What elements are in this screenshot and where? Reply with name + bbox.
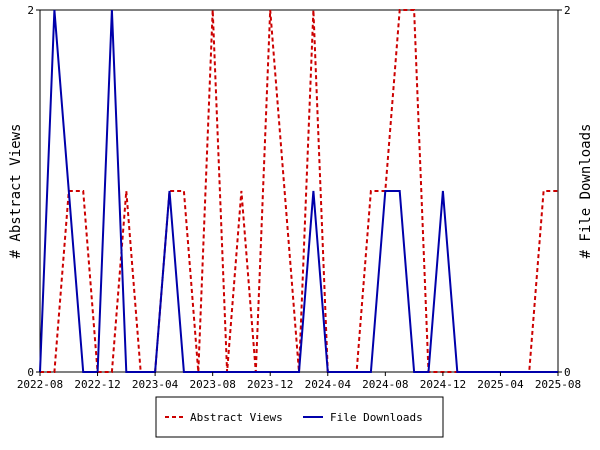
legend-label-abstract-views: Abstract Views bbox=[190, 411, 283, 424]
x-tick-label: 2023-12 bbox=[247, 378, 293, 391]
series-line-file-downloads bbox=[39, 9, 558, 373]
x-tick-label: 2024-12 bbox=[420, 378, 466, 391]
legend-box bbox=[155, 396, 444, 438]
series-layer bbox=[39, 9, 558, 373]
y-axes: 0 2 0 2 bbox=[27, 4, 570, 379]
y-right-tick-label: 2 bbox=[564, 4, 571, 17]
x-tick-label: 2022-12 bbox=[74, 378, 120, 391]
y-left-tick-label: 2 bbox=[27, 4, 34, 17]
legend-label-file-downloads: File Downloads bbox=[330, 411, 423, 424]
x-tick-label: 2025-04 bbox=[477, 378, 524, 391]
x-axis: 2022-08 2022-12 2023-04 2023-08 2023-12 2024-… bbox=[17, 372, 581, 391]
y-axis-right-title: # File Downloads bbox=[578, 124, 594, 259]
legend: Abstract Views File Downloads bbox=[155, 396, 444, 438]
x-tick-label: 2024-08 bbox=[362, 378, 408, 391]
x-tick-label: 2022-08 bbox=[17, 378, 63, 391]
x-tick-label: 2024-04 bbox=[305, 378, 352, 391]
x-tick-label: 2025-08 bbox=[535, 378, 581, 391]
plot-area bbox=[39, 9, 559, 373]
y-axis-left-title: # Abstract Views bbox=[8, 124, 24, 259]
y-left-tick-label: 0 bbox=[27, 366, 34, 379]
x-tick-label: 2023-08 bbox=[189, 378, 235, 391]
y-right-tick-label: 0 bbox=[564, 366, 571, 379]
x-tick-label: 2023-04 bbox=[132, 378, 179, 391]
